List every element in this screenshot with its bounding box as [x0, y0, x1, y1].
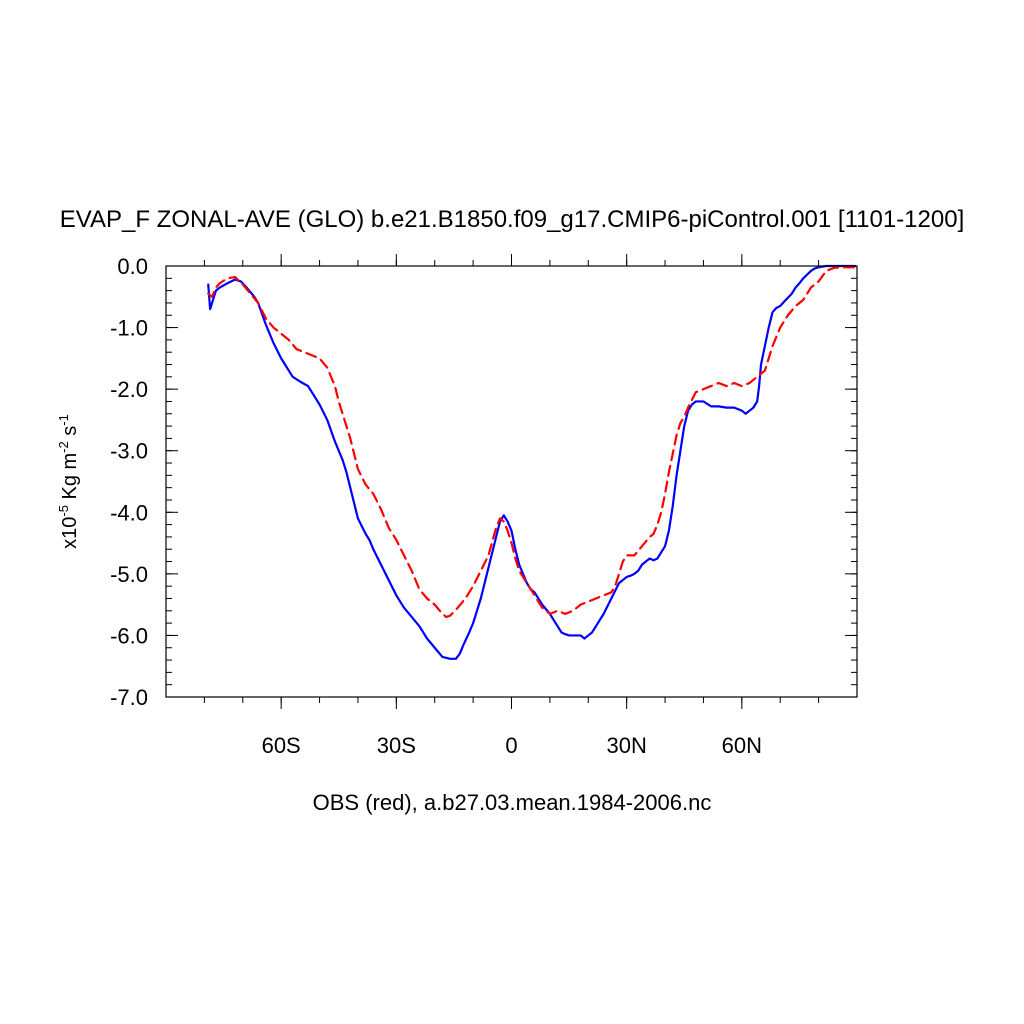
ylabel-exp1: -5 [56, 505, 71, 517]
plot-frame [165, 265, 858, 698]
y-tick-label: 0.0 [117, 254, 148, 279]
y-tick-label: -5.0 [110, 562, 148, 587]
obs-series-line [207, 266, 857, 619]
ylabel-prefix: x10 [59, 517, 81, 549]
x-tick-label: 0 [505, 733, 517, 758]
y-tick-label: -1.0 [110, 316, 148, 341]
series-layer [207, 264, 857, 660]
ylabel-exp3: -1 [56, 414, 71, 426]
x-tick-label: 60N [722, 733, 762, 758]
ylabel-mid2: s [59, 426, 81, 442]
tick-labels: 0.0 -1.0 -2.0 -3.0 -4.0 -5.0 -6.0 -7.0 60S 30S 0 30… [110, 254, 762, 758]
y-tick-label: -6.0 [110, 623, 148, 648]
x-axis-label: OBS (red), a.b27.03.mean.1984-2006.nc [312, 790, 712, 815]
model-series-line [207, 264, 857, 660]
y-tick-label: -2.0 [110, 377, 148, 402]
x-tick-label: 60S [262, 733, 301, 758]
y-axis-label: x10-5 Kg m-2 s-1 [56, 414, 81, 549]
y-tick-label: -7.0 [110, 685, 148, 710]
ylabel-mid: Kg m [59, 453, 81, 505]
ylabel-exp2: -2 [56, 441, 71, 453]
axis-ticks [166, 254, 857, 709]
x-tick-label: 30N [606, 733, 646, 758]
y-tick-label: -3.0 [110, 439, 148, 464]
y-tick-label: -4.0 [110, 500, 148, 525]
x-tick-label: 30S [377, 733, 416, 758]
chart-title: EVAP_F ZONAL-AVE (GLO) b.e21.B1850.f09_g… [59, 206, 965, 233]
